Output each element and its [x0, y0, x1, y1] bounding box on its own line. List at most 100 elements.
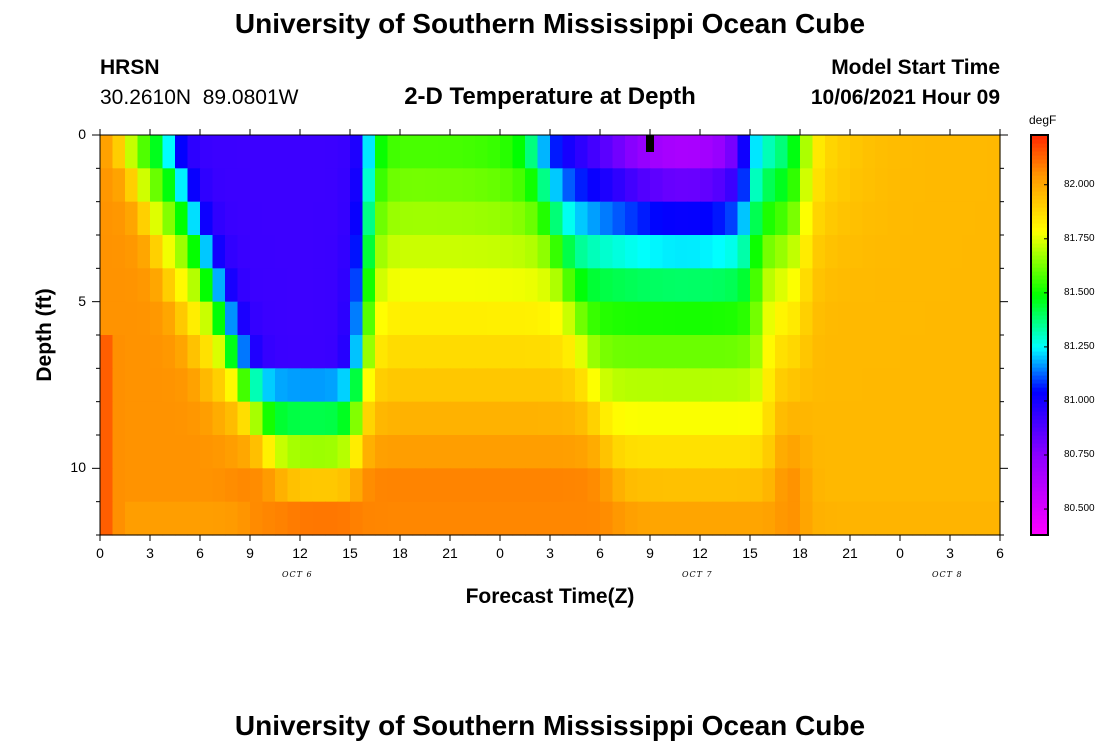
heatmap-cell: [262, 135, 276, 169]
heatmap-cell: [837, 468, 851, 503]
heatmap-cell: [237, 201, 251, 236]
heatmap-cell: [350, 301, 364, 336]
heatmap-cell: [737, 301, 751, 336]
heatmap-cell: [587, 335, 601, 369]
heatmap-cell: [462, 468, 476, 503]
heatmap-cell: [312, 335, 326, 369]
colorbar-segment: [1031, 335, 1048, 340]
heatmap-cell: [137, 335, 151, 369]
heatmap-cell: [150, 335, 164, 369]
colorbar-segment: [1031, 503, 1048, 508]
heatmap-cell: [687, 435, 701, 469]
heatmap-cell: [675, 335, 689, 369]
heatmap-cell: [375, 501, 389, 536]
heatmap-cell: [125, 501, 139, 536]
heatmap-cell: [250, 435, 264, 469]
heatmap-cell: [500, 368, 514, 403]
heatmap-cell: [312, 268, 326, 303]
heatmap-cell: [650, 201, 664, 236]
colorbar-segment: [1031, 175, 1048, 180]
heatmap-cell: [887, 301, 901, 336]
heatmap-cells: [100, 135, 1001, 536]
heatmap-cell: [912, 268, 926, 303]
heatmap-cell: [225, 135, 239, 169]
heatmap-cell: [325, 135, 339, 169]
heatmap-cell: [975, 368, 989, 403]
heatmap-cell: [750, 401, 764, 436]
heatmap-cell: [637, 368, 651, 403]
heatmap-cell: [175, 168, 189, 203]
heatmap-cell: [587, 201, 601, 236]
colorbar-segment: [1031, 495, 1048, 500]
heatmap-cell: [175, 501, 189, 536]
heatmap-cell: [862, 168, 876, 203]
heatmap-cell: [150, 501, 164, 536]
date-label: OCT 7: [682, 570, 713, 579]
date-label: OCT 8: [932, 570, 963, 579]
heatmap-cell: [737, 468, 751, 503]
colorbar-segment: [1031, 531, 1048, 536]
heatmap-cell: [700, 368, 714, 403]
heatmap-cell: [325, 201, 339, 236]
heatmap-cell: [412, 168, 426, 203]
heatmap-cell: [225, 201, 239, 236]
heatmap-cell: [675, 201, 689, 236]
heatmap-cell: [200, 435, 214, 469]
heatmap-cell: [937, 301, 951, 336]
heatmap-cell: [650, 268, 664, 303]
heatmap-cell: [850, 368, 864, 403]
colorbar-segment: [1031, 275, 1048, 280]
heatmap-cell: [225, 235, 239, 269]
heatmap-cell: [350, 501, 364, 536]
heatmap-cell: [475, 335, 489, 369]
heatmap-cell: [875, 501, 889, 536]
heatmap-cell: [775, 401, 789, 436]
heatmap-cell: [287, 135, 301, 169]
heatmap-cell: [525, 135, 539, 169]
heatmap-cell: [912, 135, 926, 169]
heatmap-cell: [250, 501, 264, 536]
heatmap-cell: [837, 435, 851, 469]
heatmap-cell: [462, 401, 476, 436]
heatmap-cell: [125, 168, 139, 203]
heatmap-cell: [187, 401, 201, 436]
heatmap-cell: [750, 468, 764, 503]
heatmap-cell: [612, 201, 626, 236]
heatmap-cell: [187, 301, 201, 336]
heatmap-cell: [150, 168, 164, 203]
heatmap-cell: [537, 168, 551, 203]
x-tick-label: 3: [546, 545, 554, 561]
heatmap-cell: [937, 135, 951, 169]
heatmap-cell: [775, 168, 789, 203]
heatmap-cell: [500, 401, 514, 436]
heatmap-cell: [275, 235, 289, 269]
heatmap-cell: [212, 435, 226, 469]
heatmap-cell: [612, 401, 626, 436]
heatmap-cell: [962, 435, 976, 469]
colorbar-segment: [1031, 251, 1048, 256]
heatmap-cell: [800, 168, 814, 203]
heatmap-cell: [800, 268, 814, 303]
heatmap-cell: [462, 501, 476, 536]
heatmap-cell: [762, 435, 776, 469]
heatmap-cell: [800, 301, 814, 336]
heatmap-cell: [925, 168, 939, 203]
heatmap-cell: [912, 468, 926, 503]
heatmap-cell: [500, 501, 514, 536]
heatmap-cell: [687, 401, 701, 436]
colorbar-segment: [1031, 475, 1048, 480]
heatmap-cell: [687, 235, 701, 269]
heatmap-cell: [412, 501, 426, 536]
heatmap-cell: [500, 335, 514, 369]
heatmap-cell: [187, 468, 201, 503]
heatmap-cell: [250, 135, 264, 169]
heatmap-cell: [362, 301, 376, 336]
heatmap-cell: [812, 435, 826, 469]
heatmap-cell: [637, 401, 651, 436]
heatmap-cell: [212, 201, 226, 236]
heatmap-cell: [337, 235, 351, 269]
heatmap-cell: [500, 201, 514, 236]
heatmap-cell: [775, 135, 789, 169]
colorbar-segment: [1031, 519, 1048, 524]
